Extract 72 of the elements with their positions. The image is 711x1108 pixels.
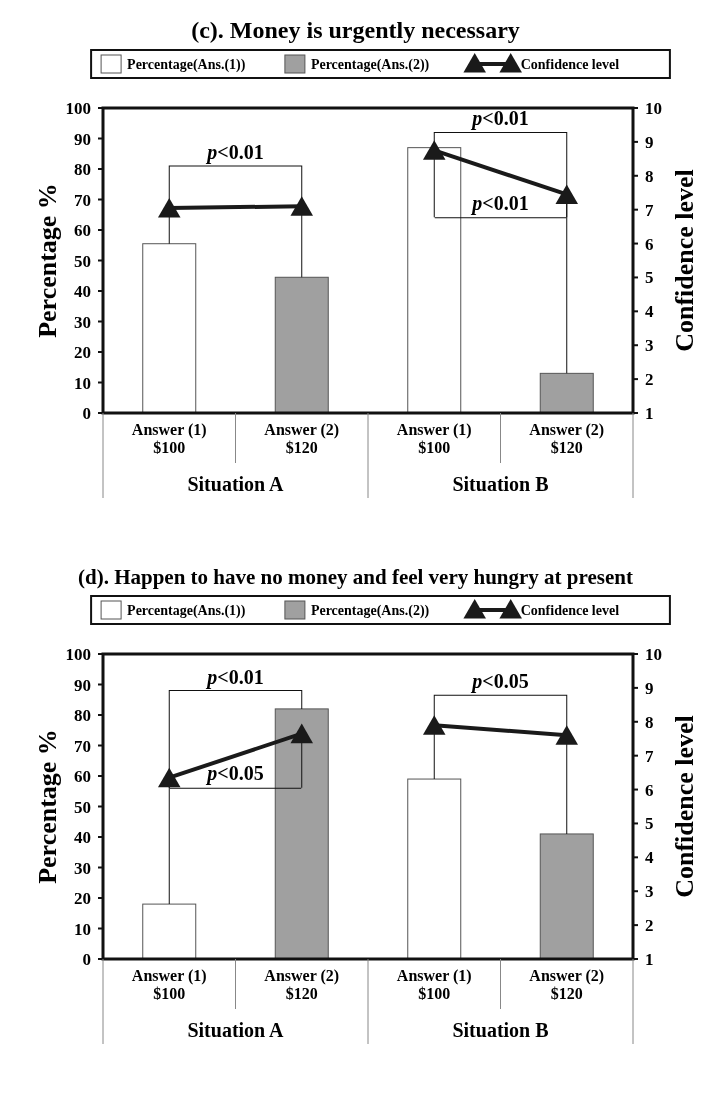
annotation: p<0.05 xyxy=(205,762,264,786)
y2-tick-label: 6 xyxy=(645,234,654,254)
annotation: p<0.05 xyxy=(470,670,529,694)
y2-tick-label: 2 xyxy=(645,370,654,390)
y-tick-label: 40 xyxy=(74,282,91,301)
y2-tick-label: 10 xyxy=(645,99,662,118)
y2-tick-label: 7 xyxy=(645,200,654,220)
y2-axis-title: Confidence level xyxy=(670,169,699,352)
y-tick-label: 100 xyxy=(65,645,91,664)
x-tick-label: Answer (1) $100 xyxy=(131,421,207,456)
y2-tick-label: 3 xyxy=(645,882,654,902)
text: Situation B xyxy=(452,1019,549,1041)
y-tick-label: 70 xyxy=(74,736,91,756)
chart-title: (d). Happen to have no money and feel very hungry at present xyxy=(78,565,633,589)
legend-label: Percentage(Ans.(2)) xyxy=(310,603,430,619)
y-tick-label: 20 xyxy=(74,343,91,362)
y-axis-title: Percentage % xyxy=(33,729,62,884)
y-tick-label: 90 xyxy=(74,129,91,149)
x-tick-label: Answer (2) $120 xyxy=(264,967,340,1002)
y-tick-label: 60 xyxy=(74,767,91,786)
y-tick-label: 80 xyxy=(74,160,91,179)
legend-label: Percentage(Ans.(1)) xyxy=(127,603,246,619)
x-tick-label: Answer (2) $120 xyxy=(529,967,605,1002)
y-tick-label: 10 xyxy=(74,919,91,939)
y-tick-label: 80 xyxy=(74,706,91,725)
y2-tick-label: 4 xyxy=(645,302,654,322)
y-tick-label: 50 xyxy=(74,797,91,817)
y2-tick-label: 3 xyxy=(645,336,654,356)
y-tick-label: 30 xyxy=(74,312,91,332)
y2-tick-label: 1 xyxy=(645,404,654,423)
text: Situation A xyxy=(187,473,285,495)
y-tick-label: 50 xyxy=(74,251,91,271)
annotation: p<0.01 xyxy=(205,665,264,689)
y-axis-title: Percentage % xyxy=(33,183,62,338)
chart-title: (c). Money is urgently necessary xyxy=(191,17,520,43)
x-tick-label: Answer (1) $100 xyxy=(396,421,472,456)
annotation: p<0.01 xyxy=(205,140,264,164)
y2-tick-label: 9 xyxy=(645,678,654,698)
x-tick-label: Answer (1) $100 xyxy=(131,967,207,1002)
y2-tick-label: 9 xyxy=(645,132,654,152)
y2-tick-label: 8 xyxy=(645,166,654,186)
y2-tick-label: 4 xyxy=(645,848,654,868)
annotation: p<0.01 xyxy=(470,191,529,215)
y2-tick-label: 7 xyxy=(645,746,654,766)
legend-label: Percentage(Ans.(2)) xyxy=(310,57,430,73)
y2-tick-label: 10 xyxy=(645,645,662,664)
y2-tick-label: 1 xyxy=(645,950,654,969)
y-tick-label: 90 xyxy=(74,675,91,695)
legend-label: Percentage(Ans.(1)) xyxy=(127,57,246,73)
legend-label: Confidence level xyxy=(520,603,620,618)
y2-tick-label: 8 xyxy=(645,712,654,732)
y-tick-label: 0 xyxy=(82,950,91,969)
y2-tick-label: 5 xyxy=(645,268,654,288)
y-tick-label: 20 xyxy=(74,889,91,908)
y-tick-label: 100 xyxy=(65,99,91,118)
y-tick-label: 70 xyxy=(74,190,91,210)
y-tick-label: 60 xyxy=(74,221,91,240)
legend-label: Confidence level xyxy=(520,57,620,72)
text: Situation B xyxy=(452,473,549,495)
y2-tick-label: 6 xyxy=(645,780,654,800)
y-tick-label: 10 xyxy=(74,373,91,393)
y-tick-label: 0 xyxy=(82,404,91,423)
y-tick-label: 30 xyxy=(74,858,91,878)
y-tick-label: 40 xyxy=(74,828,91,847)
x-tick-label: Answer (2) $120 xyxy=(529,421,605,456)
y2-axis-title: Confidence level xyxy=(670,715,699,898)
y2-tick-label: 2 xyxy=(645,916,654,936)
annotation: p<0.01 xyxy=(470,107,529,131)
x-tick-label: Answer (1) $100 xyxy=(396,967,472,1002)
text: Situation A xyxy=(187,1019,285,1041)
x-tick-label: Answer (2) $120 xyxy=(264,421,340,456)
y2-tick-label: 5 xyxy=(645,814,654,834)
